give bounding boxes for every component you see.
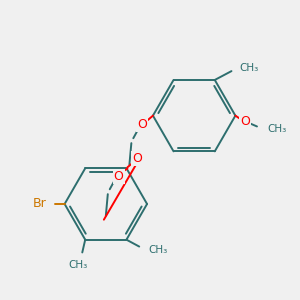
Text: O: O xyxy=(137,118,147,131)
Text: CH₃: CH₃ xyxy=(239,63,259,73)
Text: Br: Br xyxy=(33,197,47,211)
Text: CH₃: CH₃ xyxy=(148,245,167,256)
Text: O: O xyxy=(132,152,142,165)
Text: CH₃: CH₃ xyxy=(268,124,287,134)
Text: O: O xyxy=(240,115,250,128)
Text: O: O xyxy=(114,170,124,183)
Text: CH₃: CH₃ xyxy=(69,260,88,270)
